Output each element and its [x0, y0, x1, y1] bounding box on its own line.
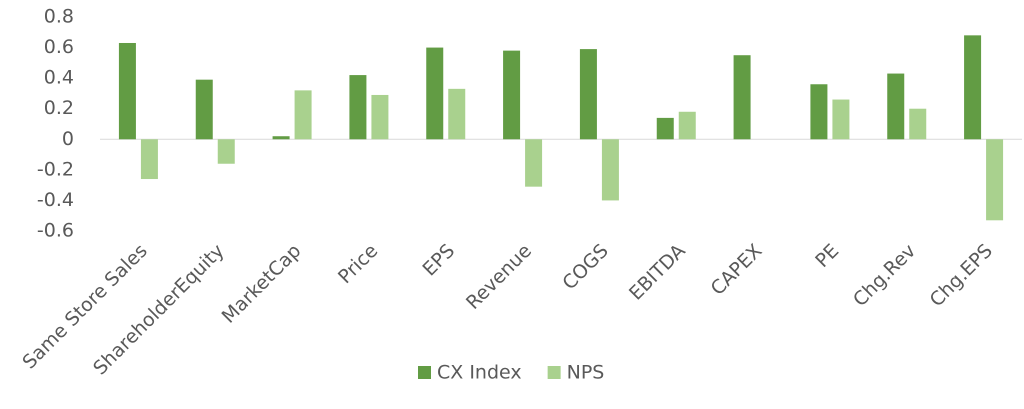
x-tick-label: Chg.EPS [926, 240, 997, 311]
legend-swatch [418, 366, 431, 379]
bar [426, 47, 444, 140]
y-tick-label: 0.2 [44, 97, 74, 119]
bar [349, 75, 367, 140]
bar [140, 139, 158, 180]
x-tick-label: Revenue [462, 240, 536, 314]
x-tick-label: MarketCap [218, 240, 306, 328]
y-tick-label: 0.6 [44, 36, 74, 58]
bar [371, 94, 389, 140]
x-tick-label: Price [334, 240, 382, 288]
x-tick-label: EBITDA [625, 240, 690, 305]
x-tick-label: Same Store Sales [18, 240, 151, 373]
y-tick-label: -0.4 [37, 189, 74, 211]
legend-label: NPS [567, 362, 605, 384]
bar [579, 49, 597, 140]
y-tick-label: 0 [62, 128, 74, 150]
bar [810, 84, 828, 140]
bar [986, 139, 1004, 221]
bar [887, 73, 905, 140]
y-tick-label: -0.2 [37, 158, 74, 180]
bar [733, 55, 751, 140]
x-tick-label: EPS [418, 240, 459, 281]
bar [272, 136, 290, 140]
y-tick-label: 0.4 [44, 67, 74, 89]
bar [294, 90, 312, 140]
legend-swatch [547, 366, 561, 379]
bar [909, 108, 927, 140]
bar [678, 111, 696, 140]
x-tick-label: Chg.Rev [849, 240, 920, 311]
bar [964, 35, 982, 140]
y-tick-label: 0.8 [44, 6, 74, 28]
bar [503, 50, 521, 140]
bar [601, 139, 619, 201]
bar [448, 88, 466, 140]
bar [656, 117, 674, 140]
x-tick-label: COGS [558, 240, 612, 294]
bar [217, 139, 235, 164]
y-tick-label: -0.6 [37, 220, 74, 242]
bar [525, 139, 543, 187]
bar [832, 99, 850, 140]
x-tick-label: PE [811, 240, 843, 272]
bar [195, 79, 213, 140]
x-tick-label: CAPEX [707, 240, 767, 300]
legend-label: CX Index [437, 362, 522, 384]
x-tick-label: ShareholderEquity [89, 240, 229, 380]
bar [118, 42, 136, 140]
